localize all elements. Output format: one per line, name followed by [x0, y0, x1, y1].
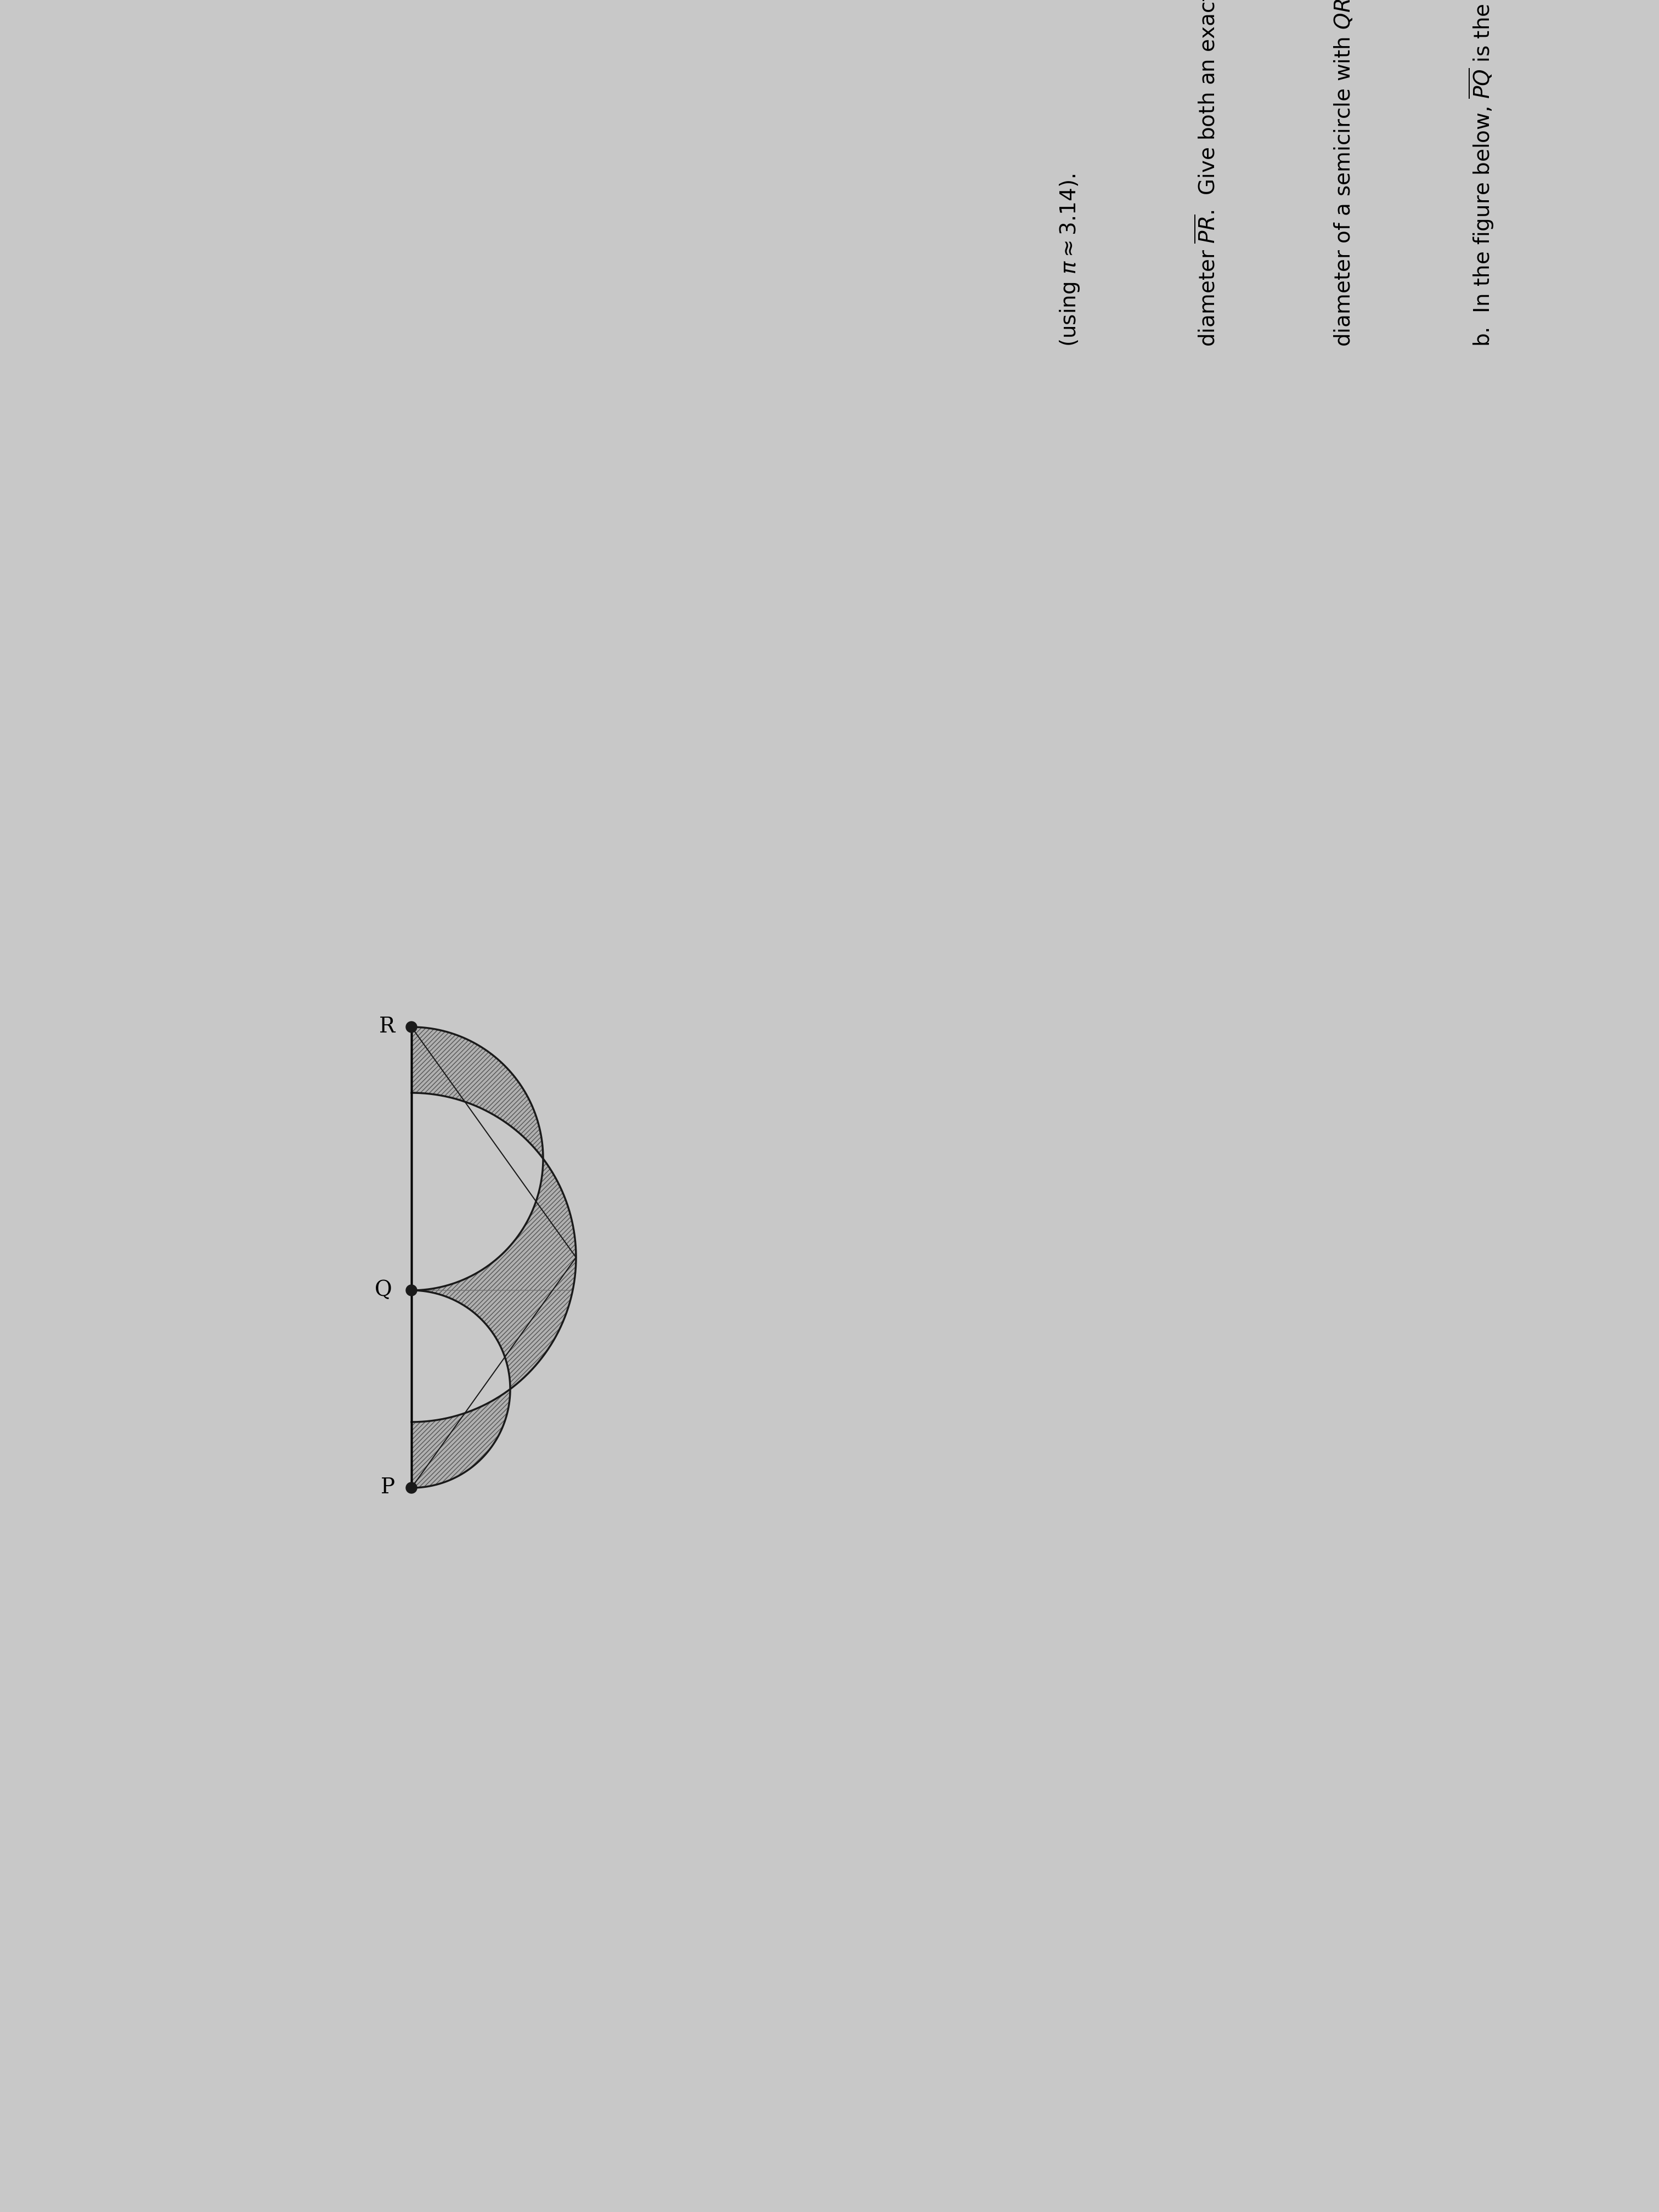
Text: Q: Q [375, 1281, 392, 1301]
Circle shape [406, 1482, 416, 1493]
Text: diameter $\overline{PR}$.  Give both an exact answer (in terms of $\pi$) $\mathb: diameter $\overline{PR}$. Give both an e… [1193, 0, 1221, 347]
Polygon shape [411, 1290, 572, 1489]
Text: b.  In the figure below, $\overline{PQ}$ is the diameter of a semicircle with $P: b. In the figure below, $\overline{PQ}$ … [1467, 0, 1495, 347]
Circle shape [406, 1022, 416, 1033]
Text: P: P [380, 1478, 395, 1498]
Text: R: R [378, 1018, 395, 1037]
Circle shape [406, 1285, 416, 1296]
Text: diameter of a semicircle with $QR = 4$.  Find the shaded area of the semicircle : diameter of a semicircle with $QR = 4$. … [1334, 0, 1355, 347]
Text: (using $\pi \approx 3.14$).: (using $\pi \approx 3.14$). [1058, 173, 1082, 347]
Polygon shape [411, 1026, 576, 1290]
